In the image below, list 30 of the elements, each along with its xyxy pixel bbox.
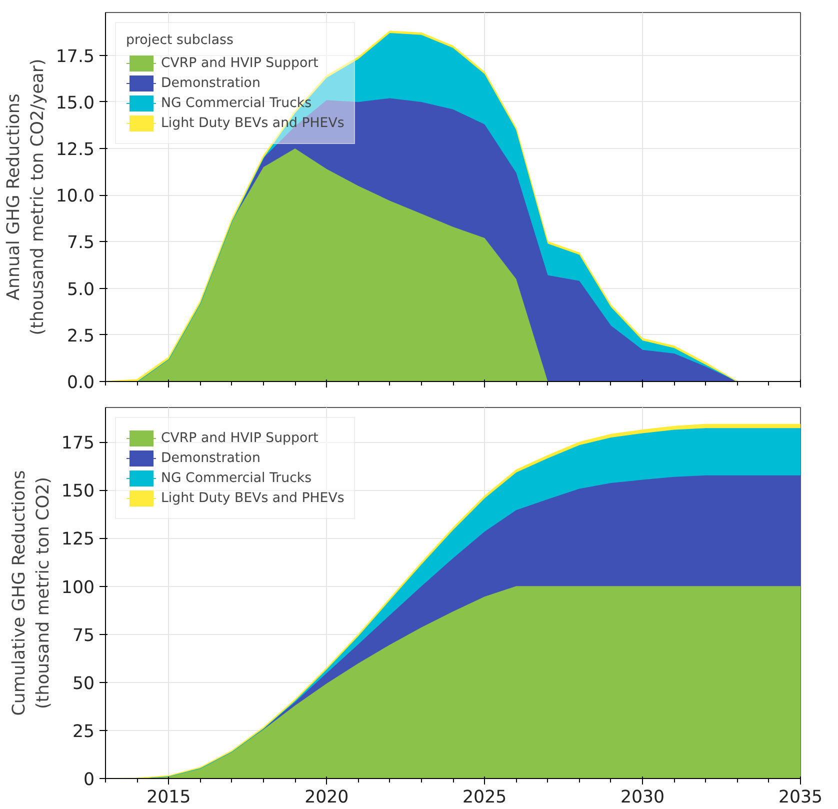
y-tick-label: 15.0 xyxy=(56,93,95,114)
y-tick-label: 0 xyxy=(83,770,95,790)
y-tick-label: 150 xyxy=(61,482,95,502)
y-tick-label: 0.0 xyxy=(66,373,95,393)
x-tick-label: 2025 xyxy=(462,788,507,808)
y-tick-label: 25 xyxy=(72,722,95,742)
legend-label: Light Duty BEVs and PHEVs xyxy=(161,490,344,506)
y-tick-label: 75 xyxy=(72,626,95,646)
x-tick-label: 2015 xyxy=(146,788,191,808)
y-tick-label: 5.0 xyxy=(66,280,95,300)
legend-title: project subclass xyxy=(126,33,234,48)
x-tick-label: 2020 xyxy=(304,788,349,808)
legend-label: NG Commercial Trucks xyxy=(161,470,312,486)
y-tick-label: 125 xyxy=(61,530,95,550)
y-tick-label: 10.0 xyxy=(56,186,95,207)
y-tick-label: 2.5 xyxy=(66,326,95,346)
legend-label: CVRP and HVIP Support xyxy=(161,56,318,70)
y-tick-label: 17.5 xyxy=(56,46,95,67)
legend-label: Demonstration xyxy=(161,76,260,90)
legend-label: Demonstration xyxy=(161,450,260,466)
y-axis-title: Cumulative GHG Reductions (thousand metric ton CO2) xyxy=(9,470,54,716)
x-tick-label: 2035 xyxy=(778,788,823,808)
y-tick-label: 12.5 xyxy=(56,140,95,160)
y-tick-label: 100 xyxy=(61,578,95,598)
y-tick-label: 50 xyxy=(72,674,95,694)
y-axis-title: Annual GHG Reductions (thousand metric ton CO2/year) xyxy=(4,58,48,336)
legend-label: CVRP and HVIP Support xyxy=(161,430,318,446)
y-tick-label: 175 xyxy=(61,434,95,454)
y-tick-label: 7.5 xyxy=(66,233,95,254)
x-tick-label: 2030 xyxy=(620,788,665,808)
